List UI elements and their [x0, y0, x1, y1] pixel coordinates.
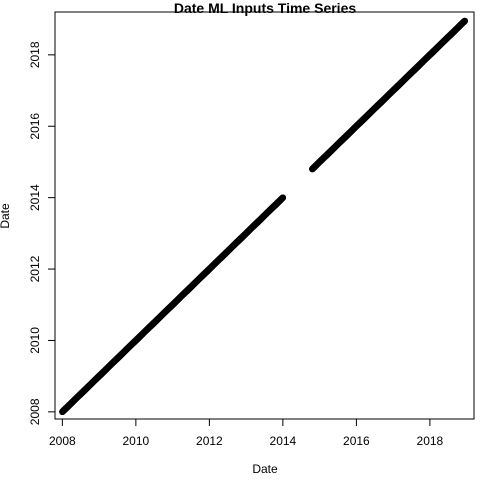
- y-axis-label: Date: [0, 203, 12, 229]
- x-tick-label: 2010: [123, 434, 150, 448]
- x-tick-label: 2008: [49, 434, 76, 448]
- chart-title: Date ML Inputs Time Series: [174, 0, 357, 16]
- data-points: [59, 17, 469, 416]
- x-tick-label: 2016: [343, 434, 370, 448]
- y-tick-label: 2010: [28, 327, 42, 354]
- y-tick-label: 2014: [28, 184, 42, 211]
- data-point: [461, 17, 469, 25]
- x-tick-label: 2012: [196, 434, 223, 448]
- y-tick-label: 2016: [28, 113, 42, 140]
- y-tick-label: 2008: [28, 398, 42, 425]
- x-tick-label: 2018: [417, 434, 444, 448]
- x-axis: 2008 2010 2012 2014 2016 2018: [49, 418, 444, 448]
- y-tick-label: 2018: [28, 41, 42, 68]
- x-axis-label: Date: [252, 462, 278, 476]
- y-axis: 2008 2010 2012 2014 2016 2018: [28, 41, 56, 425]
- x-tick-label: 2014: [270, 434, 297, 448]
- y-tick-label: 2012: [28, 255, 42, 282]
- data-point: [279, 194, 287, 201]
